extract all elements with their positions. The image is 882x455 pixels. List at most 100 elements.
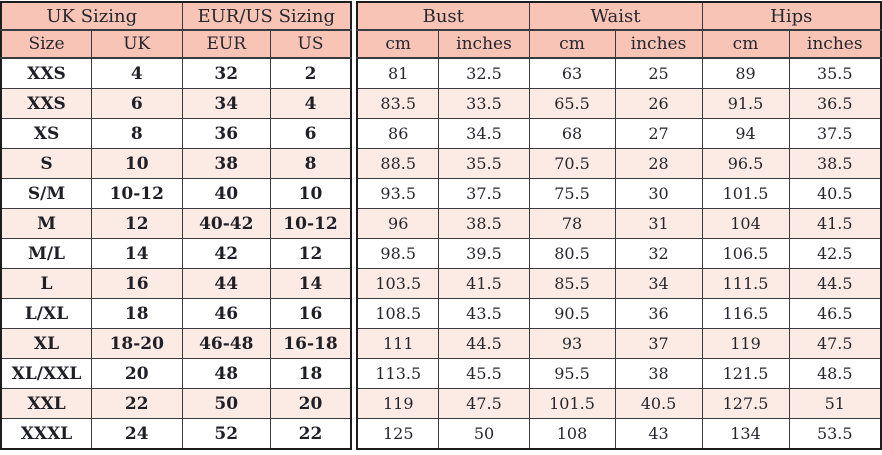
value-cell: 12 [91, 208, 183, 239]
value-cell: 26 [614, 88, 703, 119]
value-cell: 6 [91, 88, 183, 119]
column-header-bust-inches: inches [438, 29, 530, 59]
value-cell: 125 [356, 418, 440, 450]
value-cell: 35.5 [438, 148, 530, 179]
value-cell: 38 [614, 358, 703, 389]
value-cell: 85.5 [528, 268, 616, 299]
uk-sizing-tbody: XXS 4 32 2 XXS 6 34 4 XS 8 36 6 S 10 38 8 S/M 10-12 40 10 M 1… [0, 57, 352, 450]
table-row: 88.5 35.5 70.5 28 96.5 38.5 [356, 148, 882, 179]
value-cell: 134 [701, 418, 790, 450]
value-cell: 42 [181, 238, 272, 269]
group-header-bust: Bust [356, 1, 530, 31]
value-cell: 121.5 [701, 358, 790, 389]
size-cell: S [0, 148, 92, 179]
value-cell: 98.5 [356, 238, 440, 269]
value-cell: 37.5 [788, 118, 882, 149]
value-cell: 46-48 [181, 328, 272, 359]
value-cell: 50 [181, 388, 272, 419]
table-row: M/L 14 42 12 [0, 238, 352, 269]
value-cell: 63 [528, 57, 616, 89]
size-cell: M [0, 208, 92, 239]
size-cell: XS [0, 118, 92, 149]
column-header-bust-cm: cm [356, 29, 440, 59]
table-row: 93.5 37.5 75.5 30 101.5 40.5 [356, 178, 882, 209]
value-cell: 34.5 [438, 118, 530, 149]
value-cell: 95.5 [528, 358, 616, 389]
value-cell: 14 [269, 268, 352, 299]
value-cell: 34 [614, 268, 703, 299]
value-cell: 81 [356, 57, 440, 89]
value-cell: 50 [438, 418, 530, 450]
size-cell: L [0, 268, 92, 299]
column-header-hips-inches: inches [788, 29, 882, 59]
group-header-hips: Hips [701, 1, 882, 31]
table-row: 113.5 45.5 95.5 38 121.5 48.5 [356, 358, 882, 389]
value-cell: 20 [269, 388, 352, 419]
table-row: 108.5 43.5 90.5 36 116.5 46.5 [356, 298, 882, 329]
column-header-row: cm inches cm inches cm inches [356, 29, 882, 59]
value-cell: 41.5 [788, 208, 882, 239]
table-row: XS 8 36 6 [0, 118, 352, 149]
value-cell: 111.5 [701, 268, 790, 299]
value-cell: 22 [91, 388, 183, 419]
table-row: L 16 44 14 [0, 268, 352, 299]
value-cell: 89 [701, 57, 790, 89]
value-cell: 36 [614, 298, 703, 329]
table-row: XL/XXL 20 48 18 [0, 358, 352, 389]
table-row: 98.5 39.5 80.5 32 106.5 42.5 [356, 238, 882, 269]
size-cell: XL/XXL [0, 358, 92, 389]
column-header-row: Size UK EUR US [0, 29, 352, 59]
table-row: 119 47.5 101.5 40.5 127.5 51 [356, 388, 882, 419]
value-cell: 42.5 [788, 238, 882, 269]
value-cell: 36 [181, 118, 272, 149]
value-cell: 94 [701, 118, 790, 149]
value-cell: 46.5 [788, 298, 882, 329]
value-cell: 75.5 [528, 178, 616, 209]
group-header-eur-us-sizing: EUR/US Sizing [181, 1, 352, 31]
value-cell: 127.5 [701, 388, 790, 419]
value-cell: 40.5 [788, 178, 882, 209]
value-cell: 45.5 [438, 358, 530, 389]
size-cell: L/XL [0, 298, 92, 329]
value-cell: 44 [181, 268, 272, 299]
value-cell: 16 [91, 268, 183, 299]
value-cell: 38 [181, 148, 272, 179]
value-cell: 14 [91, 238, 183, 269]
value-cell: 32.5 [438, 57, 530, 89]
value-cell: 36.5 [788, 88, 882, 119]
value-cell: 33.5 [438, 88, 530, 119]
value-cell: 10 [91, 148, 183, 179]
table-row: XXL 22 50 20 [0, 388, 352, 419]
value-cell: 31 [614, 208, 703, 239]
value-cell: 51 [788, 388, 882, 419]
value-cell: 96 [356, 208, 440, 239]
table-row: 83.5 33.5 65.5 26 91.5 36.5 [356, 88, 882, 119]
value-cell: 108.5 [356, 298, 440, 329]
value-cell: 38.5 [788, 148, 882, 179]
value-cell: 35.5 [788, 57, 882, 89]
table-row: XL 18-20 46-48 16-18 [0, 328, 352, 359]
value-cell: 39.5 [438, 238, 530, 269]
value-cell: 116.5 [701, 298, 790, 329]
table-row: 81 32.5 63 25 89 35.5 [356, 57, 882, 89]
value-cell: 52 [181, 418, 272, 450]
measurements-tbody: 81 32.5 63 25 89 35.5 83.5 33.5 65.5 26 91.5 36.5 86… [356, 57, 882, 450]
value-cell: 30 [614, 178, 703, 209]
value-cell: 34 [181, 88, 272, 119]
value-cell: 83.5 [356, 88, 440, 119]
size-cell: XXL [0, 388, 92, 419]
table-row: XXXL 24 52 22 [0, 418, 352, 450]
group-header-row: Bust Waist Hips [356, 1, 882, 31]
value-cell: 119 [356, 388, 440, 419]
table-row: 103.5 41.5 85.5 34 111.5 44.5 [356, 268, 882, 299]
value-cell: 80.5 [528, 238, 616, 269]
value-cell: 18 [269, 358, 352, 389]
value-cell: 22 [269, 418, 352, 450]
value-cell: 101.5 [528, 388, 616, 419]
size-cell: XXS [0, 57, 92, 89]
size-cell: XXS [0, 88, 92, 119]
value-cell: 111 [356, 328, 440, 359]
value-cell: 96.5 [701, 148, 790, 179]
value-cell: 44.5 [788, 268, 882, 299]
